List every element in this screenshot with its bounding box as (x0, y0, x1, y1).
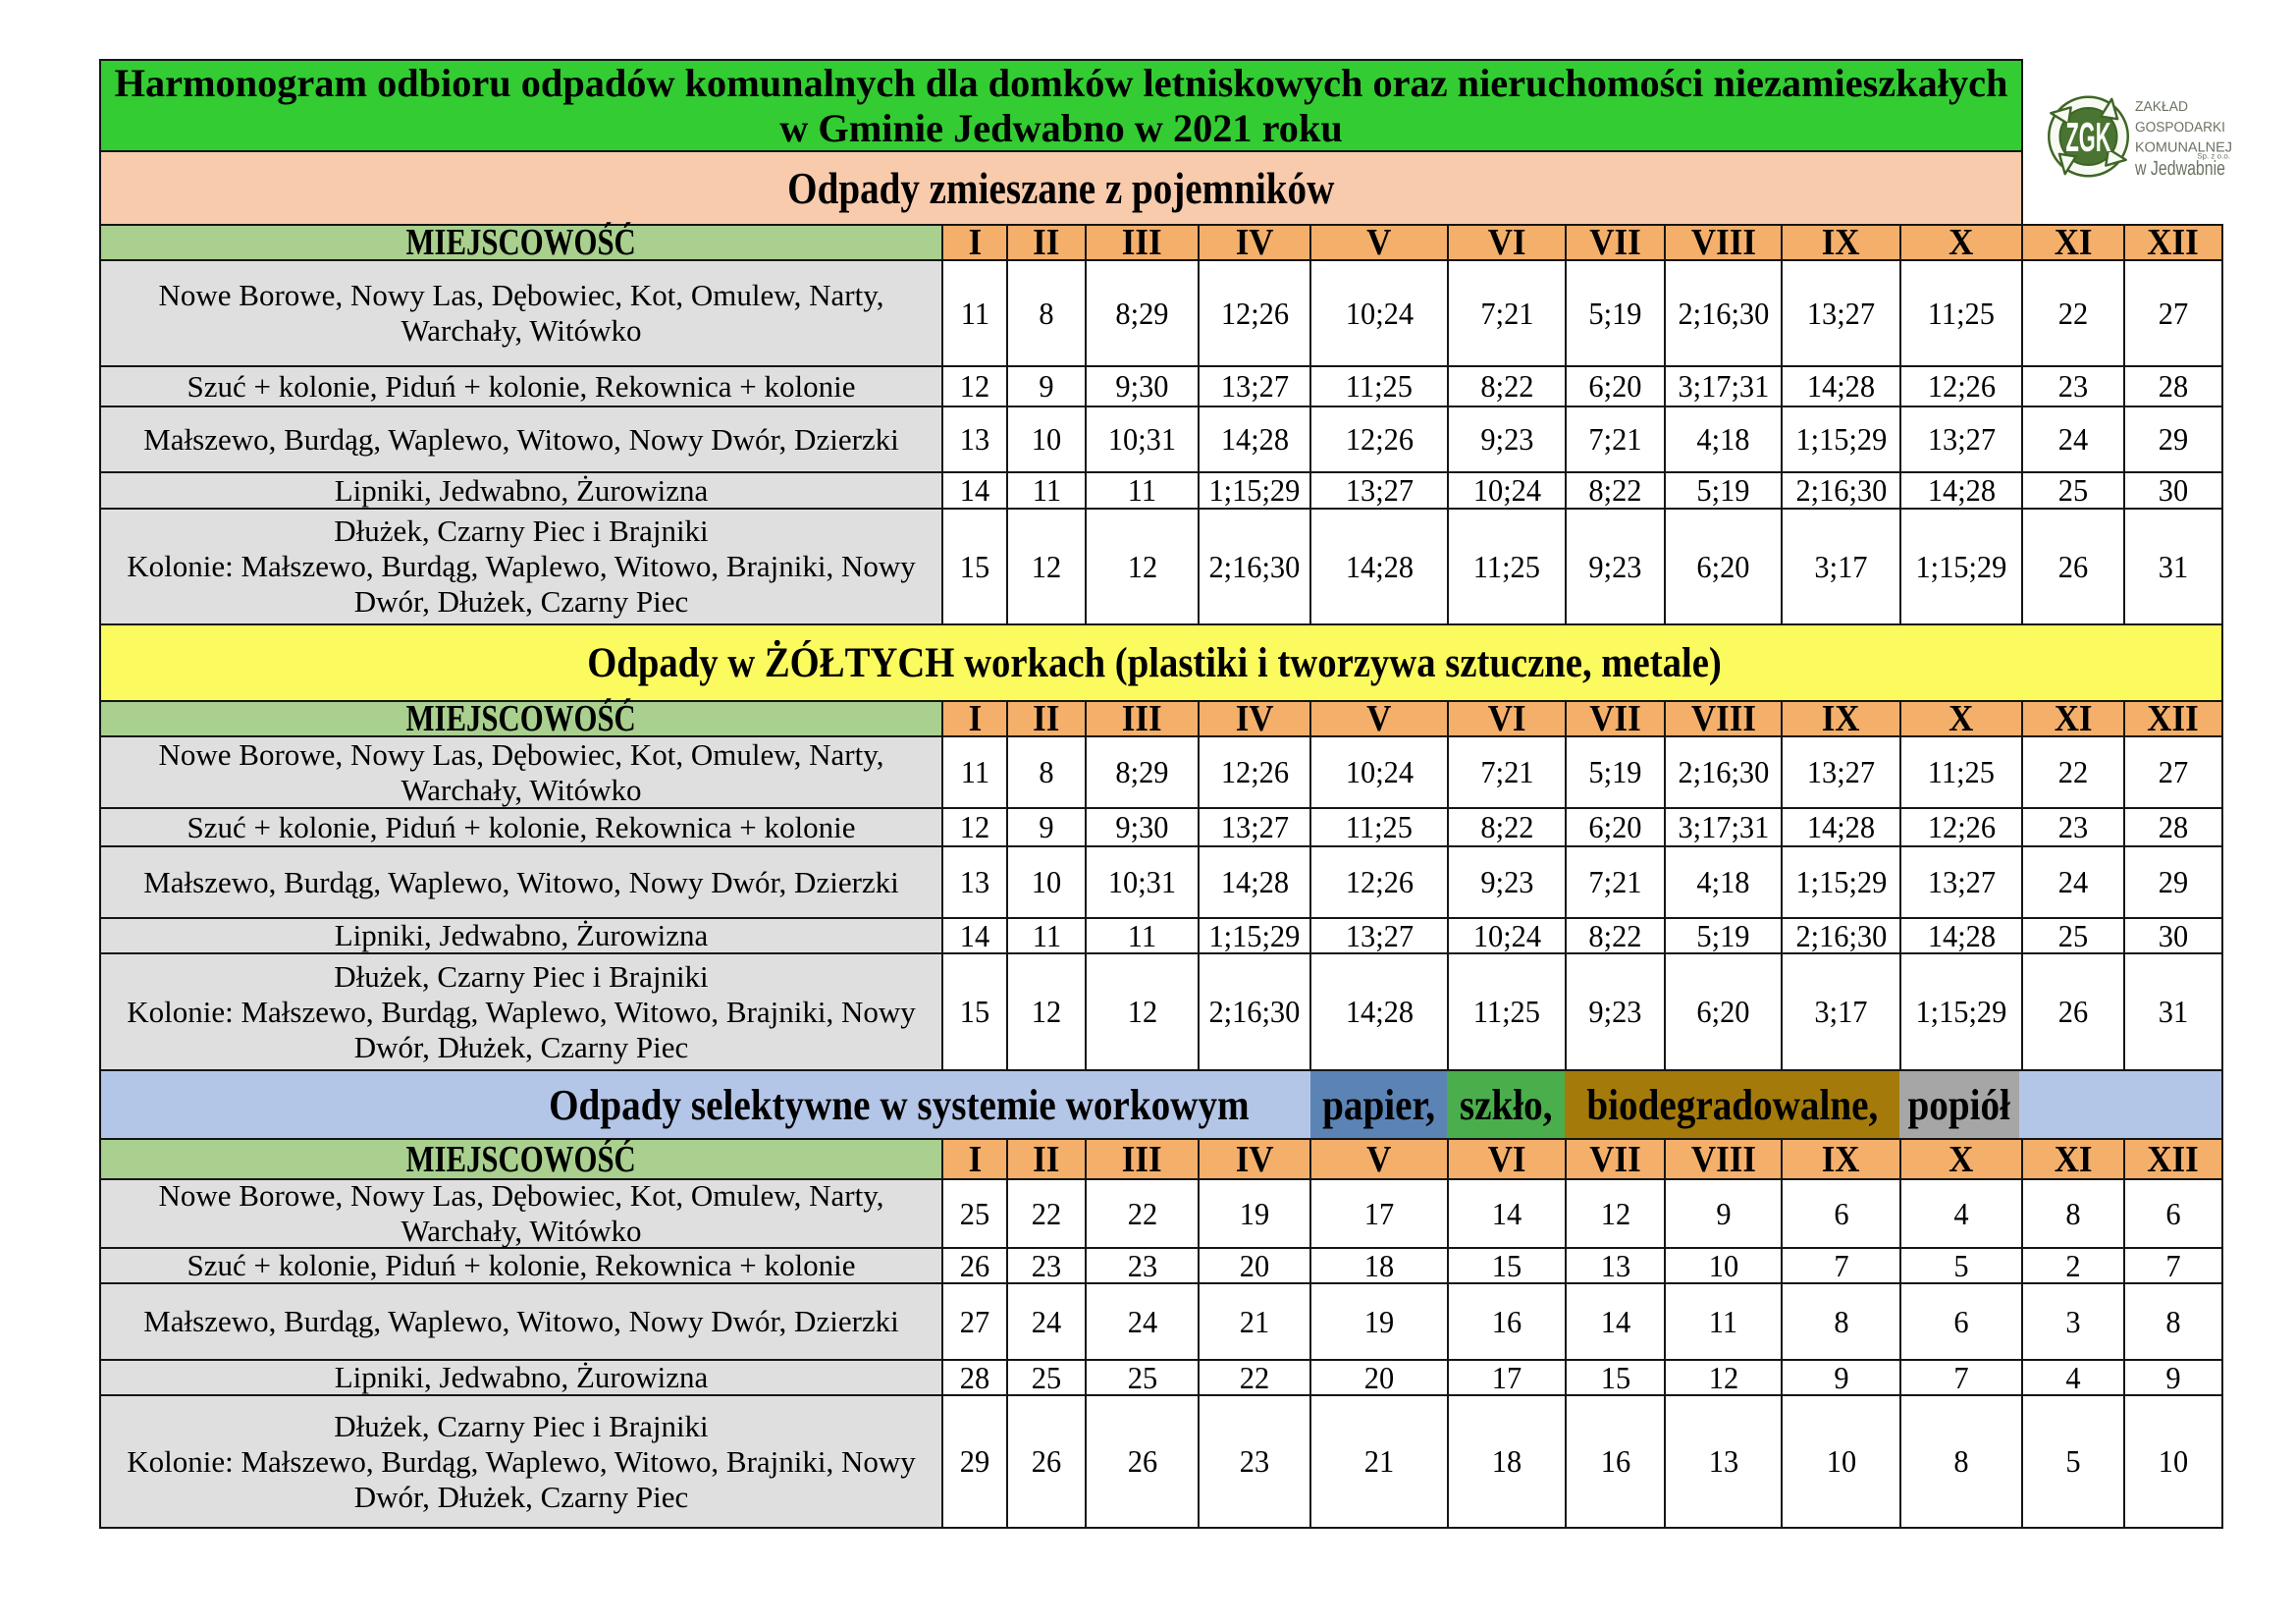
svg-text:ZAKŁAD: ZAKŁAD (2135, 99, 2188, 115)
svg-text:ZGK: ZGK (2066, 114, 2111, 160)
svg-text:GOSPODARKI: GOSPODARKI (2135, 120, 2225, 135)
svg-text:w Jedwabnie: w Jedwabnie (2134, 157, 2225, 180)
svg-text:Sp. z o.o.: Sp. z o.o. (2197, 152, 2230, 161)
svg-text:KOMUNALNEJ: KOMUNALNEJ (2135, 140, 2232, 156)
